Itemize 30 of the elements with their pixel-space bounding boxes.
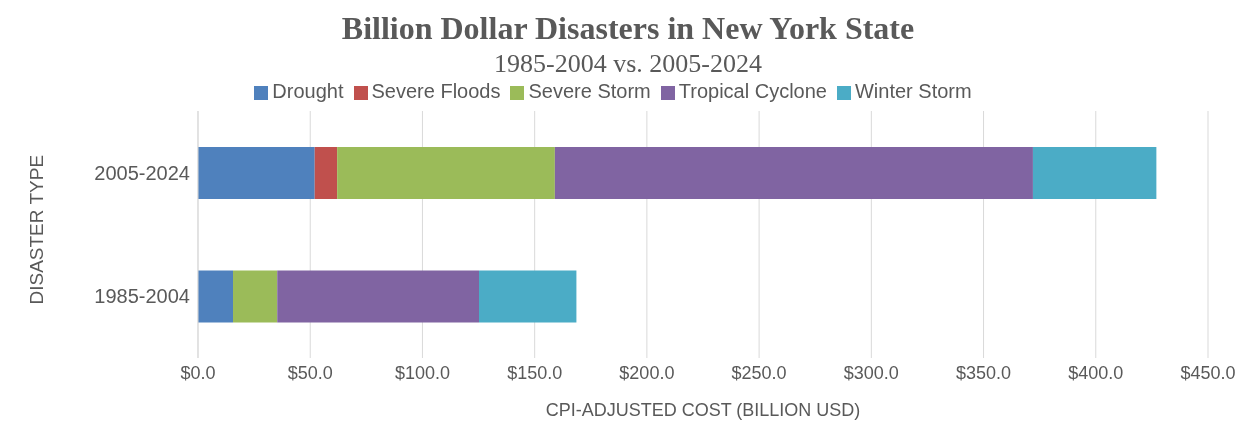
bar — [233, 270, 278, 323]
bar — [479, 270, 577, 323]
bar — [1032, 147, 1157, 199]
y-tick-label: 1985-2004 — [94, 285, 190, 308]
x-tick-label: $400.0 — [1068, 362, 1124, 383]
x-tick-label: $250.0 — [731, 362, 787, 383]
bar — [554, 147, 1033, 199]
x-tick-label: $50.0 — [287, 362, 333, 383]
legend-label: Severe Floods — [371, 80, 501, 102]
chart-subtitle: 1985-2004 vs. 2005-2024 — [493, 48, 763, 80]
bar — [198, 270, 234, 323]
chart-title: Billion Dollar Disasters in New York State — [340, 9, 916, 48]
x-tick-label: $150.0 — [507, 362, 563, 383]
bar — [337, 147, 555, 199]
legend-label: Tropical Cyclone — [678, 80, 827, 102]
y-axis-title: DISASTER TYPE — [25, 154, 47, 305]
x-tick-label: $450.0 — [1180, 362, 1236, 383]
legend-label: Severe Storm — [528, 80, 651, 102]
x-axis-title: CPI-ADJUSTED COST (BILLION USD) — [545, 400, 861, 420]
x-tick-label: $100.0 — [394, 362, 450, 383]
bar — [314, 147, 338, 199]
x-tick-label: $350.0 — [956, 362, 1012, 383]
bar — [277, 270, 479, 323]
legend-label: Drought — [272, 80, 344, 102]
x-tick-label: $300.0 — [843, 362, 899, 383]
bar — [198, 147, 315, 199]
x-tick-label: $200.0 — [619, 362, 675, 383]
x-tick-label: $0.0 — [180, 362, 216, 383]
legend-label: Winter Storm — [854, 80, 972, 102]
y-tick-label: 2005-2024 — [94, 161, 190, 184]
